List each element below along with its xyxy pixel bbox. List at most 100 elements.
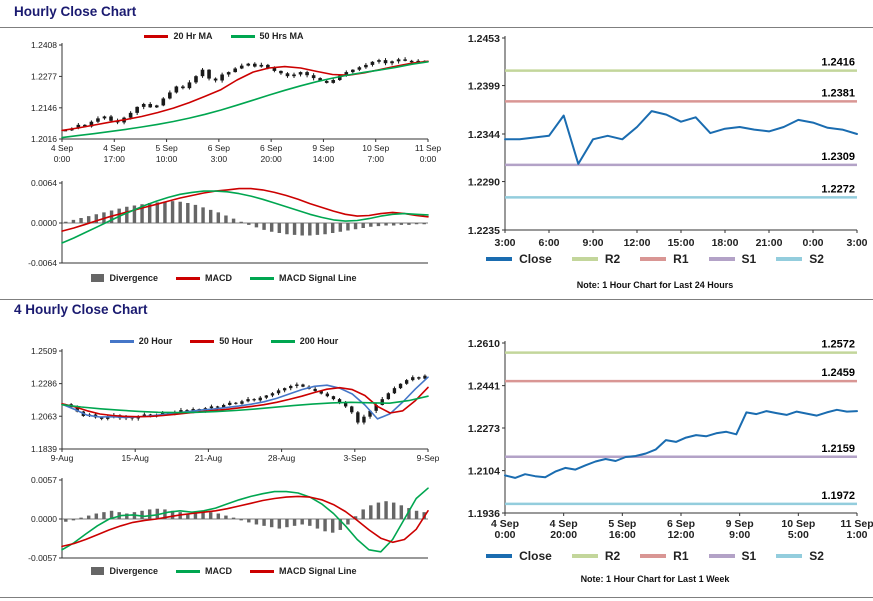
candle-body: [404, 380, 409, 384]
20-hour-swatch-icon: [109, 339, 134, 343]
divergence-bar: [140, 510, 144, 519]
legend-label: R2: [604, 549, 621, 563]
candle-body: [220, 74, 224, 81]
legend-label: S1: [741, 252, 757, 266]
pivot-label-s2: 1.1972: [821, 490, 855, 502]
divergence-bar: [315, 223, 320, 235]
candle-body: [179, 410, 183, 412]
y-axis-label: 1.2273: [468, 423, 500, 435]
candle-body: [380, 399, 384, 405]
four-hourly-ma-legend: 20 Hour 50 Hour 200 Hour: [14, 336, 434, 346]
hourly-pivot-note: Note: 1 Hour Chart for Last 24 Hours: [576, 280, 734, 290]
legend-label: Close: [519, 549, 552, 563]
y-axis-label: 1.2453: [468, 33, 500, 45]
divergence-bar: [269, 223, 274, 232]
x-axis-label: 15:00: [668, 237, 695, 249]
x-axis-label: 9:00: [582, 237, 603, 249]
macd-swatch-icon: [176, 569, 200, 573]
candle-body: [351, 69, 355, 73]
legend-item-macd-signal-line: MACD Signal Line: [250, 273, 357, 283]
candlesticks: [63, 57, 427, 132]
close-swatch-icon: [486, 554, 513, 558]
legend-item-divergence: Divergence: [91, 566, 158, 576]
pivot-label-s1: 1.2309: [821, 151, 855, 163]
divergence-bar: [277, 519, 282, 529]
four-hourly-macd-legend: Divergence MACD MACD Signal Line: [14, 566, 434, 576]
macd-signal-line-line: [61, 495, 429, 548]
legend-label: 20 Hour: [138, 336, 173, 346]
legend-item-s2: S2: [776, 252, 824, 266]
y-axis-label: 0.0057: [31, 475, 57, 485]
candle-body: [89, 121, 94, 127]
x-axis-label: 4 Sep: [103, 143, 125, 153]
close-line: [504, 110, 858, 165]
divergence-bar: [361, 223, 365, 228]
legend-item-divergence: Divergence: [91, 273, 158, 283]
legend-item-s1: S1: [708, 252, 757, 266]
legend-item-macd: MACD: [176, 566, 232, 576]
hourly-pivot-legend: Close R2 R1 S1 S2: [443, 252, 867, 266]
x-axis-label: 9:00: [729, 529, 750, 541]
divergence-bar: [308, 223, 312, 236]
s1-swatch-icon: [708, 257, 735, 261]
legend-item-r1: R1: [640, 549, 689, 563]
legend-item-200-hour: 200 Hour: [270, 336, 338, 346]
x-axis-label: 17:00: [104, 154, 126, 164]
candle-body: [272, 68, 277, 71]
x-axis-label: 0:00: [420, 154, 437, 164]
divergence-bar: [330, 519, 335, 533]
divergence-bar: [285, 223, 289, 235]
divergence-bar: [216, 513, 221, 519]
legend-item-r2: R2: [571, 252, 620, 266]
divergence-bar: [338, 519, 343, 530]
divergence-bar: [254, 519, 259, 525]
candle-body: [343, 402, 348, 407]
candle-body: [234, 402, 238, 404]
divergence-bar: [140, 204, 144, 223]
candle-body: [259, 64, 264, 67]
x-axis-label: 11 Sep: [840, 518, 873, 530]
s1-swatch-icon: [708, 554, 735, 558]
200-hour-swatch-icon: [270, 339, 295, 343]
legend-label: Close: [519, 252, 552, 266]
divergence-bar: [216, 212, 221, 223]
legend-item-macd: MACD: [176, 273, 232, 283]
divergence-bar: [292, 223, 297, 235]
y-axis-label: -0.0057: [28, 553, 57, 563]
legend-item-r1: R1: [640, 252, 689, 266]
y-axis-label: 1.2509: [31, 346, 57, 356]
legend-item-macd-signal-line: MACD Signal Line: [250, 566, 357, 576]
candle-body: [398, 383, 403, 389]
y-axis-label: 1.2408: [31, 40, 57, 50]
x-axis-label: 28-Aug: [268, 453, 296, 463]
candle-body: [362, 416, 366, 423]
divergence-bar: [422, 223, 426, 225]
pivot-label-r1: 1.2459: [821, 367, 855, 379]
divergence-bar: [414, 510, 419, 519]
x-axis-label: 20:00: [550, 529, 577, 541]
legend-item-s1: S1: [708, 549, 756, 563]
macd-signal-line-swatch-icon: [250, 569, 274, 573]
divergence-bar: [262, 223, 266, 230]
s2-swatch-icon: [776, 554, 803, 558]
candle-body: [305, 72, 309, 76]
candle-body: [331, 80, 336, 83]
50-hour-swatch-icon: [190, 339, 215, 343]
candle-body: [282, 388, 287, 391]
close-line: [504, 408, 858, 479]
four-hourly-section-title: 4 Hourly Close Chart: [14, 302, 148, 317]
divergence-bar: [376, 502, 381, 519]
divergence-bar: [353, 223, 358, 230]
divergence-bar: [323, 223, 327, 235]
divergence-bar: [231, 218, 236, 223]
x-axis-label: 12:00: [624, 237, 651, 249]
x-axis-label: 10:00: [156, 154, 178, 164]
legend-label: S2: [809, 252, 824, 266]
divergence-bar: [300, 223, 304, 236]
x-axis-label: 21-Aug: [195, 453, 223, 463]
r2-swatch-icon: [571, 257, 598, 261]
divergence-bar: [369, 223, 373, 227]
x-axis-label: 10 Sep: [781, 518, 815, 530]
candle-body: [318, 78, 322, 81]
